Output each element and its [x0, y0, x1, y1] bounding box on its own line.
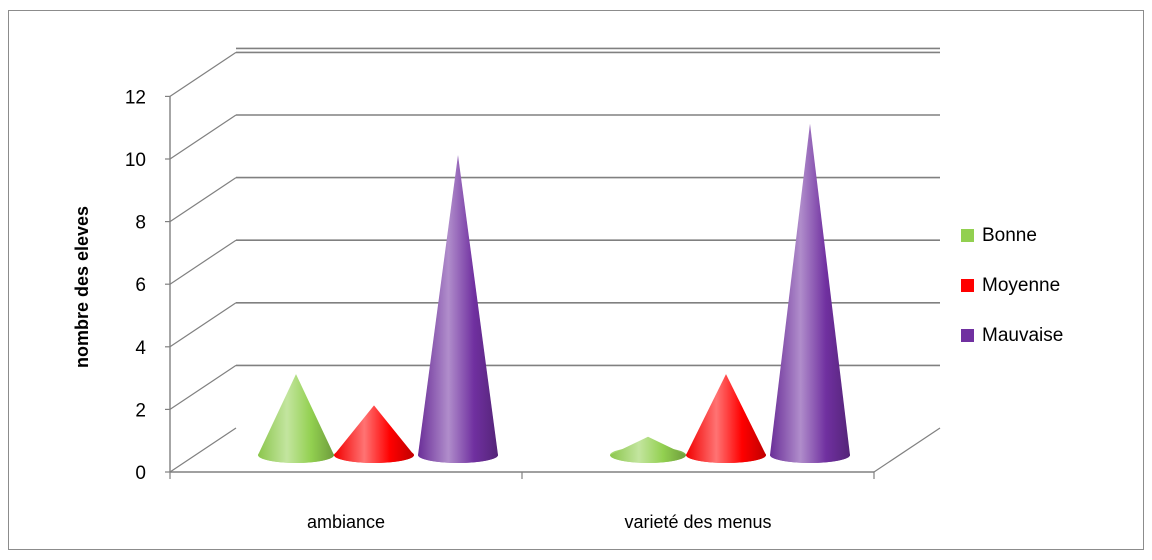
cone-body: [770, 123, 850, 463]
gridline-side: [169, 114, 237, 160]
axis-labels: nombre des eleves 0 2 4 6 8 10 12 ambiance varie…: [72, 87, 772, 532]
x-tick-label: varieté des menus: [624, 512, 771, 532]
y-tick-label: 4: [135, 338, 146, 359]
gridline-side: [169, 51, 237, 97]
gridline-side: [169, 364, 237, 410]
legend-swatch: [961, 229, 974, 242]
cone-moyenne-1: [334, 405, 414, 463]
cone-bonne-1: [258, 374, 334, 463]
gridline-side: [169, 427, 237, 473]
gridline-side: [169, 177, 237, 223]
cone-moyenne-2: [686, 374, 766, 463]
legend-label: Bonne: [982, 225, 1037, 246]
cone-mauvaise-2: [770, 123, 850, 463]
y-axis-title: nombre des eleves: [72, 206, 92, 368]
cone-series: [258, 123, 850, 463]
y-tick-label: 2: [135, 400, 146, 421]
gridline-side: [169, 239, 237, 285]
legend-item-moyenne: Moyenne: [961, 275, 1060, 296]
cone-body: [418, 155, 498, 463]
y-tick-label: 10: [125, 150, 146, 171]
cone-mauvaise-1: [418, 155, 498, 463]
legend-swatch: [961, 329, 974, 342]
y-tick-label: 6: [135, 275, 146, 296]
legend: Bonne Moyenne Mauvaise: [961, 225, 1063, 346]
legend-swatch: [961, 279, 974, 292]
cone-body: [686, 374, 766, 463]
y-tick-label: 12: [125, 87, 146, 108]
x-tick-label: ambiance: [307, 512, 385, 532]
chart-frame: [8, 10, 1144, 550]
legend-label: Mauvaise: [982, 325, 1063, 346]
cone-body: [610, 436, 686, 463]
legend-item-mauvaise: Mauvaise: [961, 325, 1063, 346]
gridline-side: [169, 302, 237, 348]
y-tick-label: 0: [135, 463, 146, 484]
floor-right-edge: [873, 427, 941, 473]
legend-label: Moyenne: [982, 275, 1060, 296]
cone-body: [334, 405, 414, 463]
cone-bonne-2: [610, 436, 686, 463]
legend-item-bonne: Bonne: [961, 225, 1037, 246]
y-tick-label: 8: [135, 213, 146, 234]
axes: [165, 95, 875, 479]
cone-body: [258, 374, 334, 463]
